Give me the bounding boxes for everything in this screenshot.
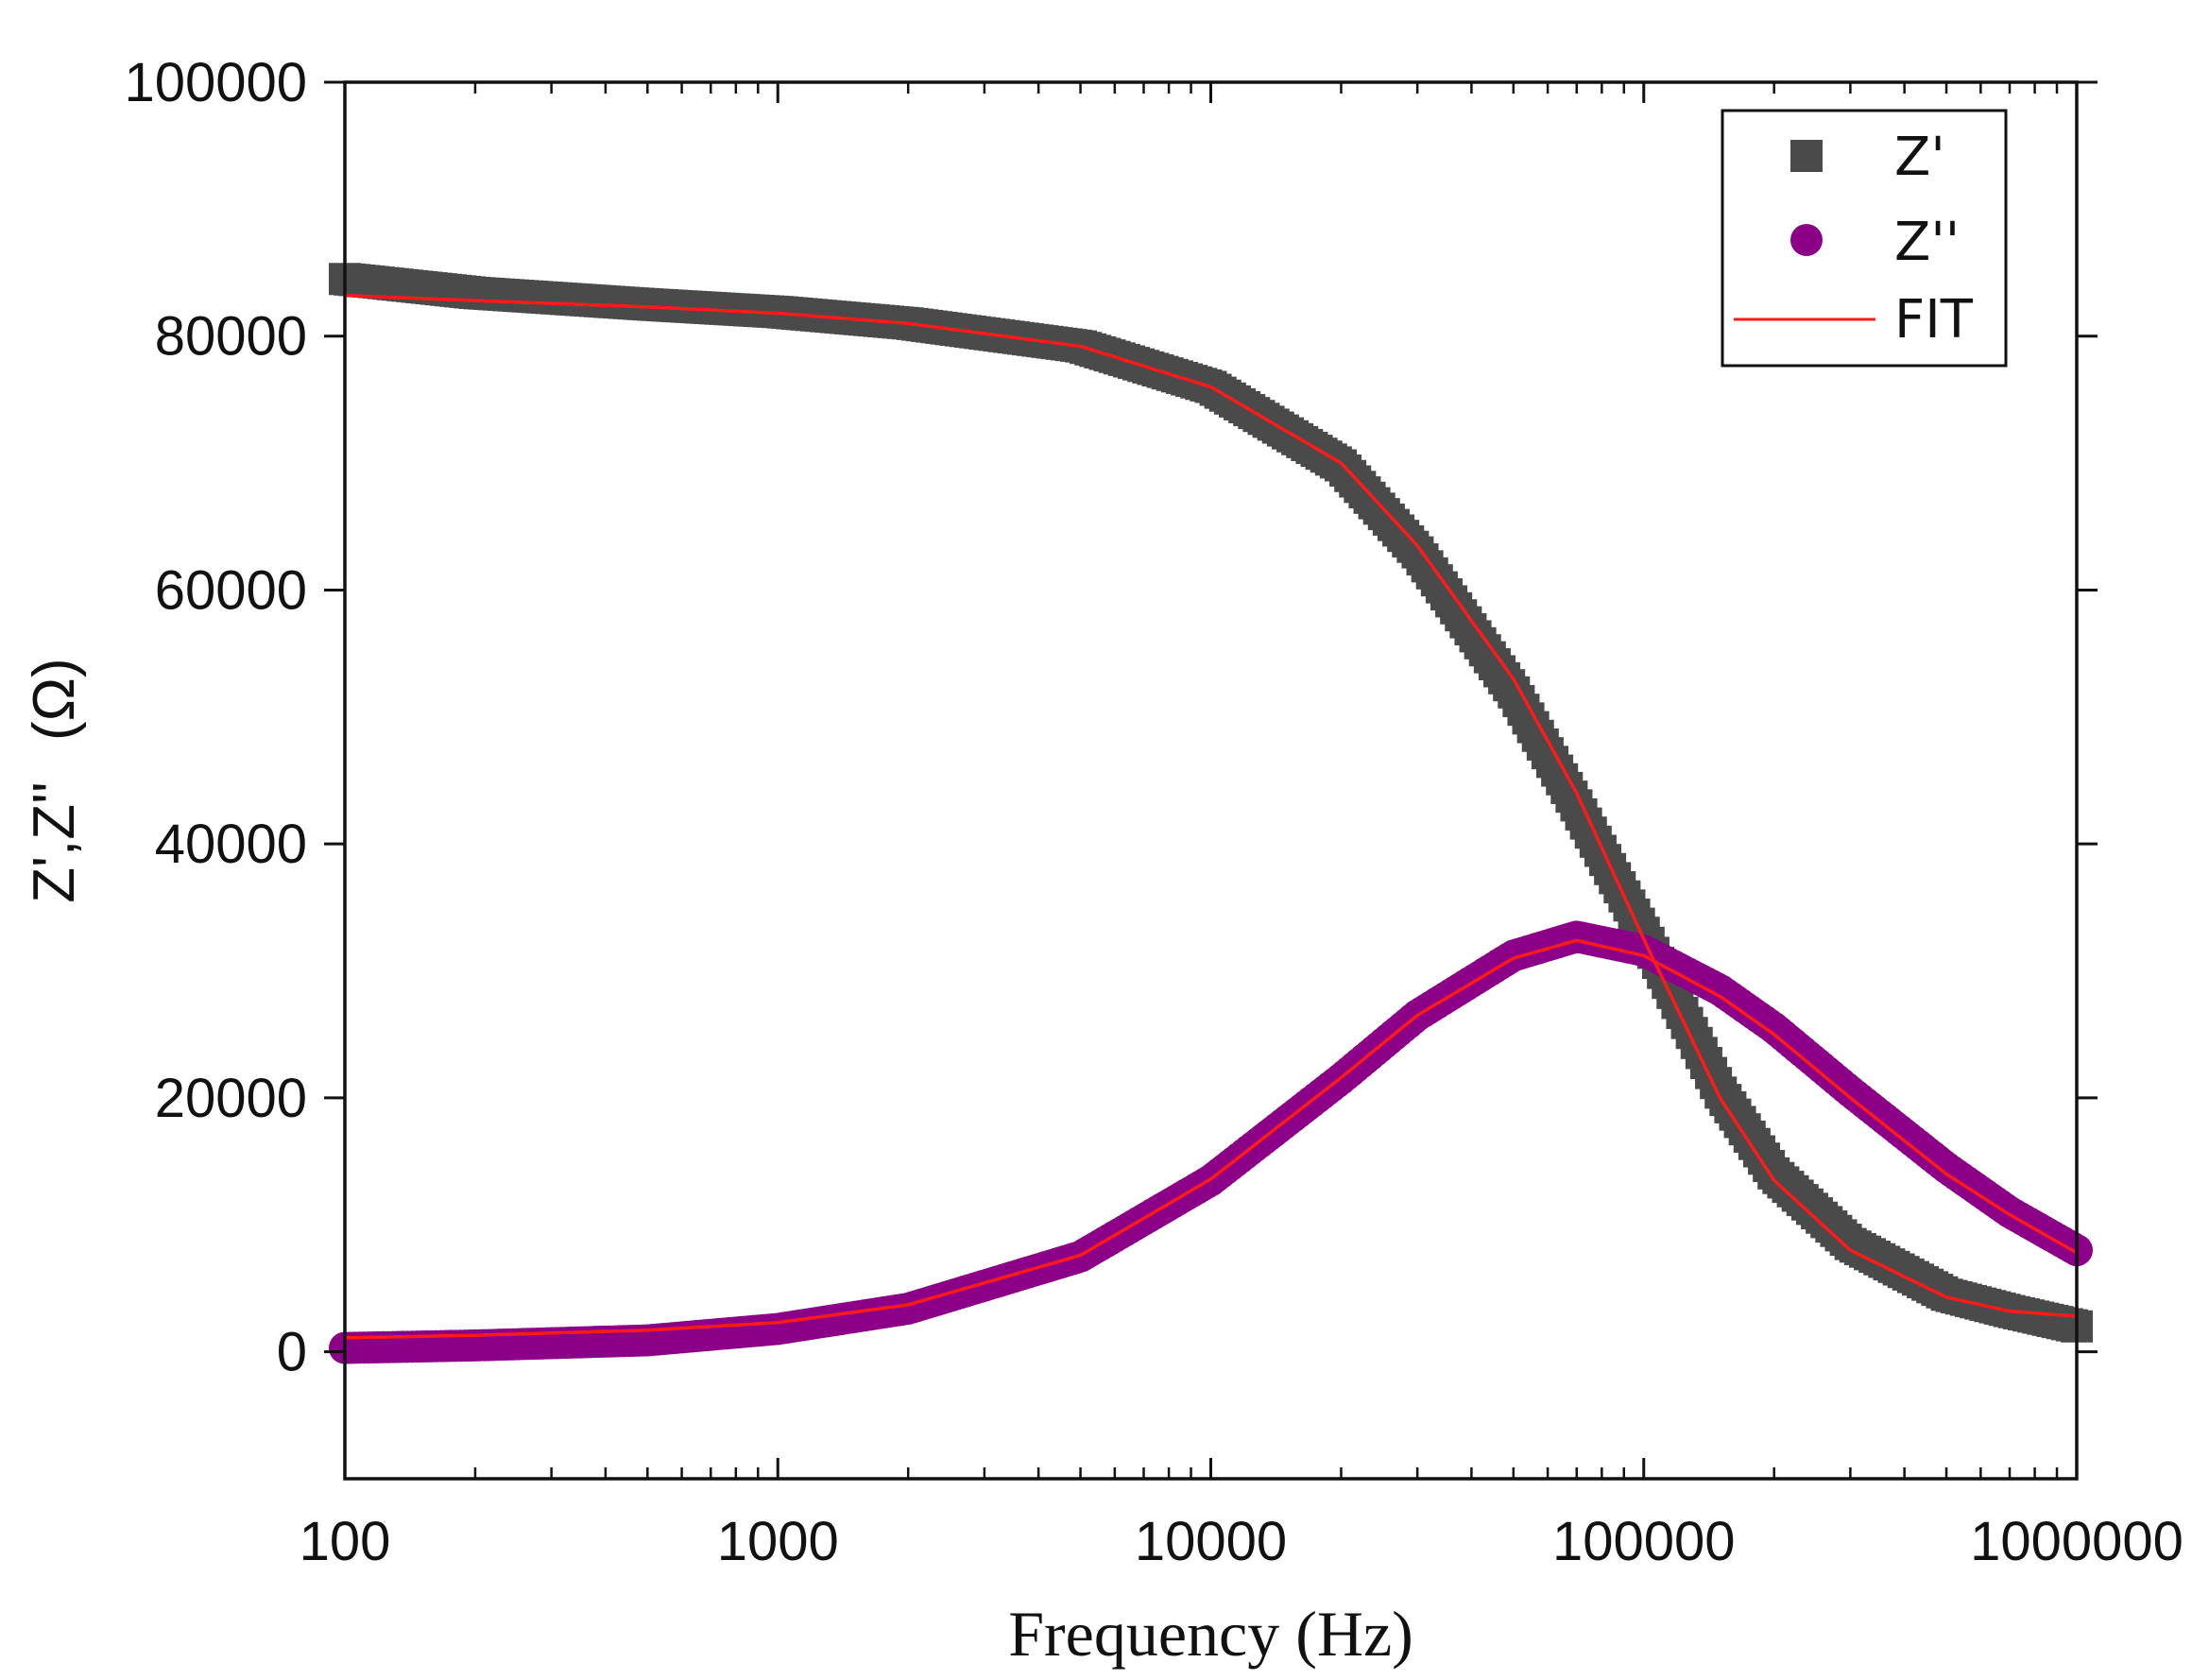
y-tick-label: 80000	[155, 306, 307, 368]
legend-label-z-real: Z'	[1894, 127, 1945, 188]
x-tick-label: 10000	[1135, 1511, 1287, 1572]
y-tick-label: 100000	[124, 52, 307, 113]
y-axis-title-unit: (Ω)	[22, 658, 87, 741]
series-z-real	[329, 263, 2093, 1343]
x-axis-title: Frequency (Hz)	[1008, 1598, 1413, 1670]
series-fit	[344, 293, 2078, 1340]
y-tick-label: 20000	[155, 1068, 307, 1129]
y-axis-title-text: Z',Z''	[22, 781, 87, 902]
x-tick-label: 100	[300, 1511, 391, 1572]
labels-layer: 100 1000 10000 100000 1000000 0 20000 40000 6000…	[124, 52, 2183, 1572]
legend-swatch-z-imag	[1790, 224, 1823, 256]
ticks-layer	[324, 80, 2098, 1479]
y-tick-label: 60000	[155, 559, 307, 621]
x-tick-label: 1000	[717, 1511, 839, 1572]
y-axis-title: Z',Z'' (Ω)	[22, 658, 87, 902]
legend-box	[1721, 109, 2008, 368]
y-tick-label: 0	[277, 1322, 307, 1383]
legend-label-fit: FIT	[1894, 289, 1974, 351]
y-tick-label: 40000	[155, 814, 307, 875]
series-layer	[329, 263, 2093, 1364]
legend: Z' Z'' FIT	[1721, 109, 2008, 368]
fit-line-z-imag	[344, 938, 2078, 1340]
legend-label-z-imag: Z''	[1894, 212, 1960, 273]
legend-swatch-z-real	[1790, 140, 1823, 172]
fit-line-z-real	[344, 293, 2078, 1318]
x-tick-label: 1000000	[1970, 1511, 2183, 1572]
x-tick-label: 100000	[1552, 1511, 1736, 1572]
